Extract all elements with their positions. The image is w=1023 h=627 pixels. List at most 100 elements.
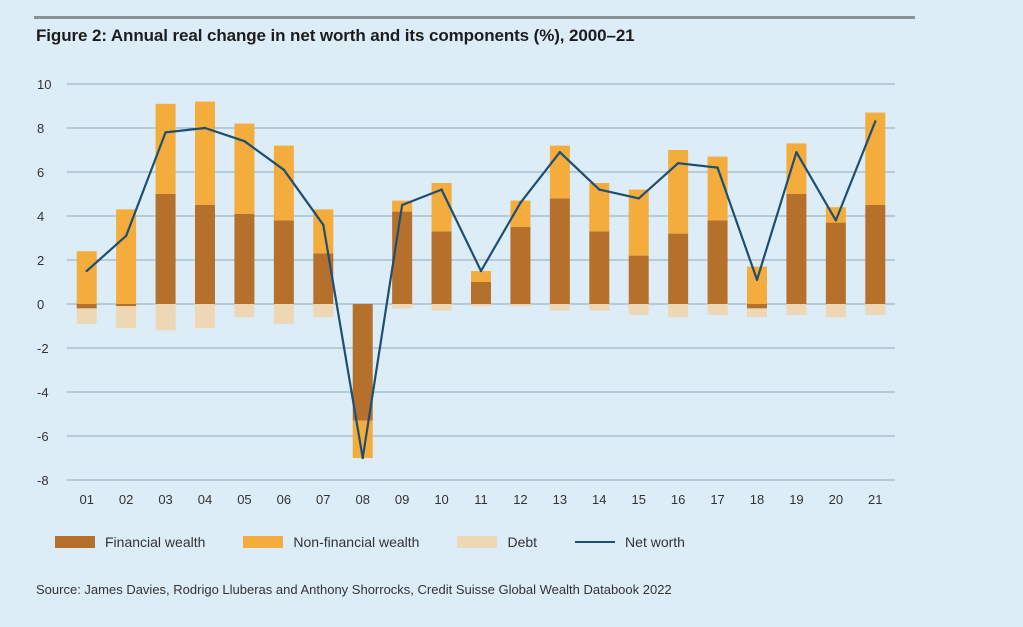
- top-rule: [34, 16, 915, 19]
- legend-label-non-financial-wealth: Non-financial wealth: [293, 534, 420, 550]
- bar-non-financial-wealth: [786, 143, 807, 194]
- bar-financial-wealth: [352, 304, 373, 421]
- point-net-worth: [716, 166, 719, 169]
- point-net-worth: [440, 188, 443, 191]
- x-tick-label: 09: [395, 492, 409, 507]
- bar-non-financial-wealth: [234, 123, 255, 214]
- bar-debt: [865, 304, 886, 315]
- point-net-worth: [85, 269, 88, 273]
- bar-financial-wealth: [116, 304, 137, 307]
- bar-financial-wealth: [392, 211, 413, 304]
- bar-financial-wealth: [234, 213, 255, 304]
- x-tick-label: 18: [750, 492, 764, 507]
- legend-item-debt: Debt: [457, 534, 537, 550]
- bar-non-financial-wealth: [668, 150, 689, 234]
- bar-debt: [313, 304, 334, 318]
- bar-financial-wealth: [549, 198, 570, 304]
- legend-swatch-debt: [457, 536, 498, 548]
- point-net-worth: [795, 151, 798, 154]
- legend-swatch-non-financial-wealth: [243, 536, 284, 548]
- bar-debt: [471, 304, 491, 307]
- bar-debt: [589, 304, 610, 311]
- x-tick-label: 19: [789, 492, 803, 507]
- bar-non-financial-wealth: [195, 101, 215, 205]
- y-tick-label: 4: [37, 209, 44, 224]
- bar-financial-wealth: [510, 227, 531, 304]
- bar-financial-wealth: [273, 220, 294, 304]
- point-net-worth: [282, 168, 286, 171]
- y-tick-label: -4: [37, 385, 49, 400]
- bar-non-financial-wealth: [155, 103, 176, 194]
- bar-debt: [668, 304, 689, 318]
- bar-non-financial-wealth: [471, 271, 491, 282]
- bar-debt: [628, 304, 649, 315]
- y-tick-label: 8: [37, 121, 44, 136]
- legend-swatch-financial-wealth: [55, 536, 95, 548]
- y-tick-label: 2: [37, 253, 44, 268]
- x-tick-label: 03: [158, 492, 172, 507]
- legend: Financial wealth Non-financial wealth De…: [55, 532, 723, 552]
- x-tick-label: 07: [316, 492, 330, 507]
- bar-debt: [747, 308, 767, 318]
- x-tick-label: 10: [434, 492, 448, 507]
- bar-debt: [707, 304, 728, 315]
- x-tick-label: 04: [198, 492, 212, 507]
- x-tick-label: 11: [474, 492, 488, 507]
- bar-financial-wealth: [589, 231, 610, 304]
- bar-non-financial-wealth: [431, 183, 452, 232]
- x-tick-label: 02: [119, 492, 133, 507]
- bar-financial-wealth: [707, 220, 728, 304]
- legend-label-net-worth: Net worth: [625, 534, 685, 550]
- bar-debt: [155, 304, 176, 331]
- bar-non-financial-wealth: [116, 209, 137, 304]
- y-tick-label: 0: [37, 297, 44, 312]
- bar-financial-wealth: [668, 233, 689, 304]
- bar-debt: [76, 308, 97, 324]
- y-tick-label: -2: [37, 341, 49, 356]
- x-tick-label: 15: [631, 492, 645, 507]
- x-tick-label: 05: [237, 492, 251, 507]
- x-tick-label: 08: [355, 492, 369, 507]
- point-net-worth: [598, 188, 601, 191]
- bar-financial-wealth: [825, 222, 846, 304]
- bar-financial-wealth: [865, 205, 886, 304]
- bar-debt: [549, 304, 570, 311]
- bar-financial-wealth: [313, 253, 334, 304]
- bar-non-financial-wealth: [747, 266, 767, 304]
- point-net-worth: [322, 223, 325, 226]
- legend-label-financial-wealth: Financial wealth: [105, 534, 206, 550]
- x-tick-label: 06: [277, 492, 291, 507]
- bar-financial-wealth: [471, 282, 491, 304]
- bar-non-financial-wealth: [313, 209, 334, 254]
- legend-swatch-net-worth: [575, 541, 616, 543]
- bar-financial-wealth: [431, 231, 452, 304]
- y-tick-label: -8: [37, 473, 49, 488]
- point-net-worth: [164, 131, 167, 134]
- x-tick-label: 14: [592, 492, 606, 507]
- point-net-worth: [479, 269, 483, 273]
- bar-non-financial-wealth: [510, 200, 531, 227]
- y-tick-label: -6: [37, 429, 49, 444]
- bar-debt: [786, 304, 807, 315]
- point-net-worth: [124, 234, 128, 237]
- bar-non-financial-wealth: [707, 156, 728, 221]
- x-tick-label: 21: [868, 492, 882, 507]
- point-net-worth: [400, 203, 404, 207]
- point-net-worth: [243, 140, 246, 143]
- bar-debt: [825, 304, 846, 318]
- bar-financial-wealth: [195, 205, 215, 304]
- bar-non-financial-wealth: [76, 251, 97, 304]
- x-tick-label: 20: [829, 492, 843, 507]
- bar-financial-wealth: [155, 194, 176, 304]
- bar-financial-wealth: [786, 194, 807, 304]
- bar-non-financial-wealth: [865, 112, 886, 205]
- bar-debt: [116, 306, 137, 329]
- bar-non-financial-wealth: [628, 189, 649, 256]
- bar-non-financial-wealth: [273, 145, 294, 221]
- x-tick-label: 16: [671, 492, 685, 507]
- source-note: Source: James Davies, Rodrigo Lluberas a…: [36, 582, 672, 597]
- point-net-worth: [203, 126, 207, 130]
- point-net-worth: [834, 219, 838, 222]
- x-tick-label: 13: [553, 492, 567, 507]
